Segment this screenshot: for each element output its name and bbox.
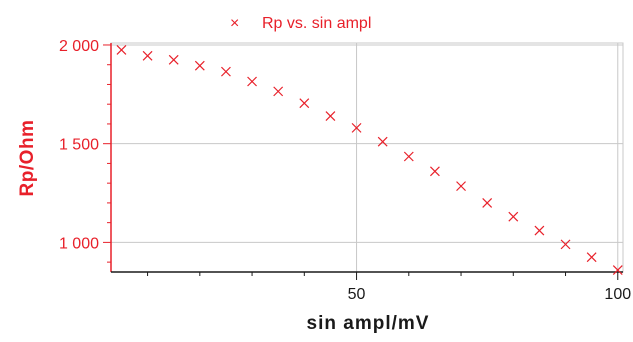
y-tick-label: 1 500 <box>59 137 99 154</box>
x-tick-label: 100 <box>604 286 631 303</box>
legend-label: Rp vs. sin ampl <box>262 15 371 32</box>
data-point <box>221 66 231 77</box>
data-point <box>403 151 414 162</box>
data-point <box>351 122 362 133</box>
data-point <box>168 54 179 65</box>
y-axis-label: Rp/Ohm <box>17 120 38 197</box>
ticks: 1 000 1 500 2 000 50 100 <box>59 38 631 303</box>
data-point <box>273 86 284 97</box>
data-point <box>534 225 545 236</box>
data-point <box>247 76 257 87</box>
data-point <box>429 166 440 177</box>
data-point <box>482 197 493 208</box>
axes <box>110 43 623 273</box>
y-tick-label: 2 000 <box>59 38 99 55</box>
data-point <box>194 60 205 71</box>
data-points <box>116 44 623 275</box>
legend: × Rp vs. sin ampl <box>230 15 371 32</box>
grid <box>111 43 623 272</box>
data-point <box>560 239 571 250</box>
data-point <box>612 265 623 275</box>
plot-area-border <box>110 42 624 273</box>
data-point <box>508 211 519 222</box>
data-point <box>456 181 466 192</box>
data-point <box>377 136 388 147</box>
data-point <box>299 98 310 109</box>
data-point <box>586 252 597 263</box>
legend-marker: × <box>230 15 239 32</box>
y-tick-label: 1 000 <box>59 235 99 252</box>
x-tick-label: 50 <box>348 286 366 303</box>
data-point <box>116 44 127 55</box>
x-axis-label: sin ampl/mV <box>307 313 430 334</box>
data-point <box>142 50 153 61</box>
data-point <box>325 111 336 121</box>
